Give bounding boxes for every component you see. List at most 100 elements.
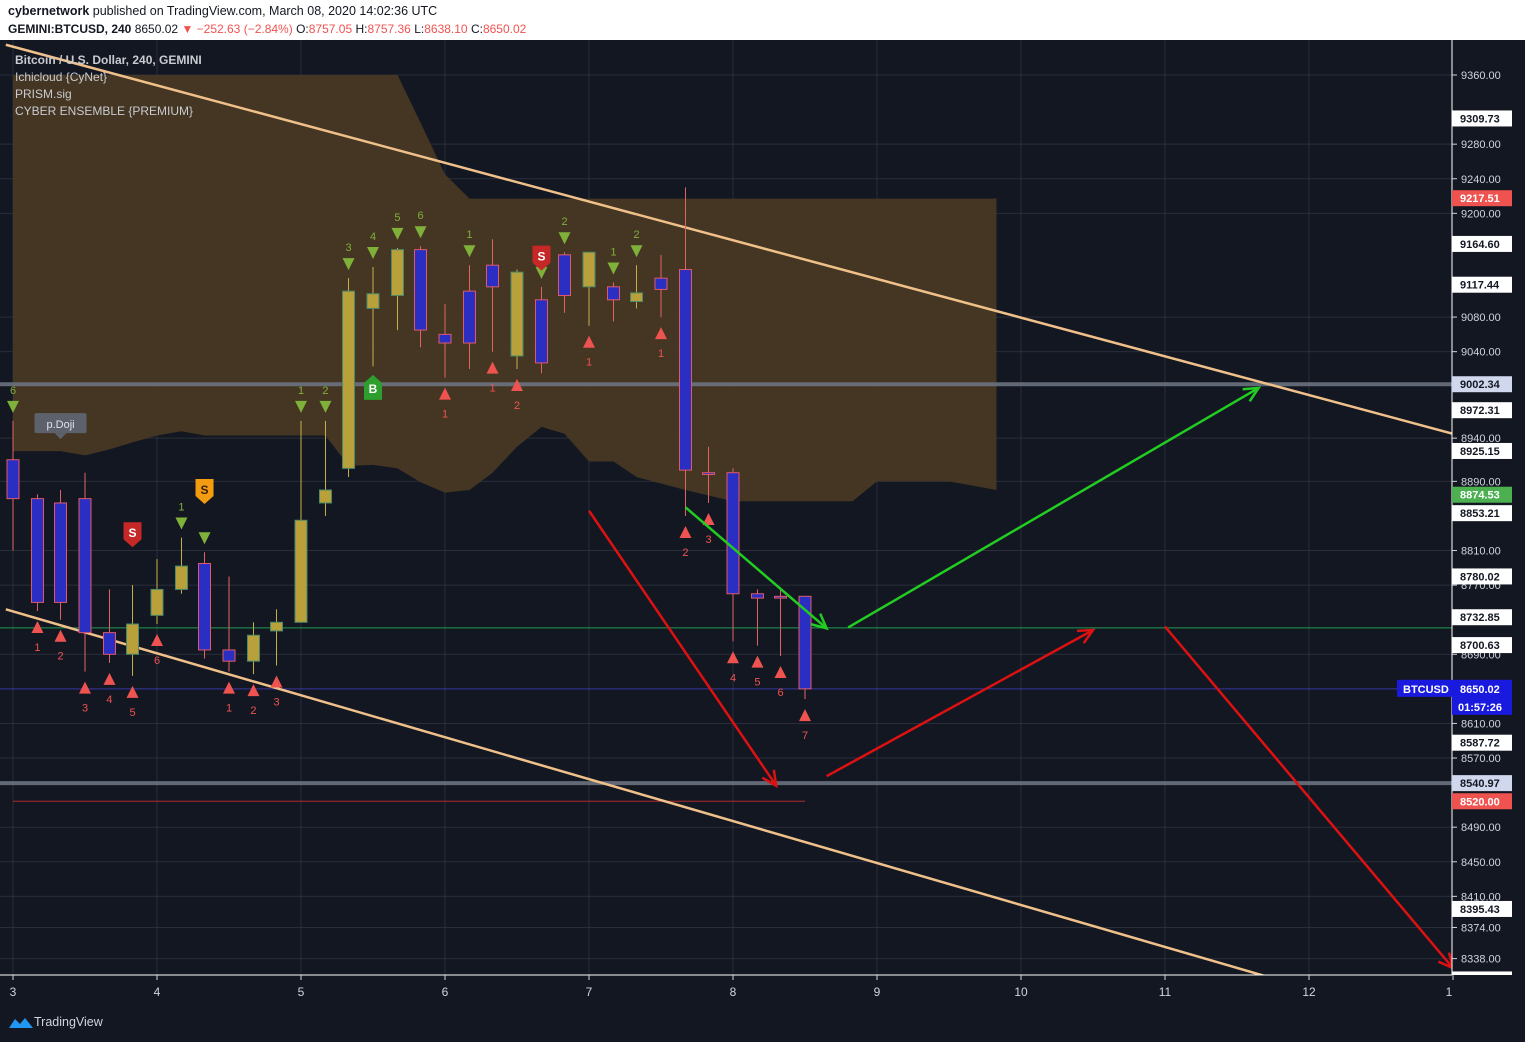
signal-badge[interactable]: B [364, 374, 382, 400]
projection-arrow[interactable] [587, 510, 778, 789]
candle[interactable] [606, 282, 620, 322]
candle[interactable] [342, 278, 356, 478]
sell-setup-triangle[interactable] [247, 684, 260, 697]
candle[interactable] [582, 251, 596, 326]
sell-setup-triangle[interactable] [223, 681, 235, 694]
tradingview-brand[interactable]: TradingView [34, 1015, 103, 1029]
buy-setup-triangle[interactable] [367, 246, 379, 259]
sell-setup-triangle[interactable] [439, 387, 451, 400]
candle[interactable] [702, 446, 716, 503]
legend-indicator[interactable]: Ichicloud {CyNet} [15, 70, 108, 84]
legend-indicator[interactable]: PRISM.sig [15, 87, 72, 101]
candle[interactable] [366, 266, 380, 367]
candle[interactable] [294, 420, 308, 623]
sell-setup-triangle[interactable] [126, 685, 139, 698]
candle[interactable] [150, 559, 164, 625]
sell-setup-triangle[interactable] [583, 335, 595, 348]
sell-setup-triangle[interactable] [31, 621, 44, 634]
price-label[interactable]: 8780.02 [1452, 568, 1512, 585]
candle[interactable] [102, 589, 116, 663]
price-label[interactable]: 8874.53 [1452, 486, 1512, 503]
price-label[interactable]: 8520.00 [1452, 793, 1512, 810]
candle[interactable] [654, 254, 668, 318]
buy-setup-triangle[interactable] [7, 400, 19, 413]
price-label[interactable]: 9002.34 [1452, 376, 1512, 393]
candle[interactable] [414, 246, 428, 348]
legend-indicator[interactable]: CYBER ENSEMBLE {PREMIUM} [15, 104, 194, 118]
buy-setup-triangle[interactable] [463, 245, 476, 258]
buy-setup-triangle[interactable] [175, 517, 188, 530]
candle[interactable] [126, 585, 140, 676]
pattern-label[interactable]: p.Doji [34, 413, 87, 440]
candle[interactable] [678, 187, 692, 516]
candle[interactable] [390, 247, 404, 331]
candle[interactable] [486, 239, 500, 352]
candle[interactable] [462, 265, 476, 369]
projection-arrow[interactable] [825, 628, 1096, 778]
plot-area[interactable]: 6 1 2 3 4 5 6 1 1 2 3 1 2 3 4 5 6 1 1 1 2 2 1 1 2 1 2 3 4 5 6 7 S S B Sp.Do… [0, 40, 1453, 989]
buy-setup-triangle[interactable] [607, 262, 620, 275]
buy-setup-triangle[interactable] [558, 232, 571, 245]
price-label[interactable]: 8853.21 [1452, 505, 1512, 522]
candle[interactable] [510, 269, 524, 369]
candle[interactable] [558, 252, 572, 313]
candle[interactable] [6, 420, 20, 551]
candle[interactable] [726, 468, 740, 642]
price-axis[interactable]: 9360.00 9280.00 9240.00 9200.00 9080.00 9040.… [1397, 40, 1525, 1002]
price-label[interactable]: 8540.97 [1452, 775, 1512, 792]
price-label[interactable]: 9164.60 [1452, 235, 1512, 252]
buy-setup-triangle[interactable] [198, 532, 211, 545]
buy-setup-triangle[interactable] [630, 245, 643, 258]
trend-line[interactable] [5, 43, 1453, 435]
price-label[interactable]: 8972.31 [1452, 402, 1512, 419]
candle[interactable] [774, 589, 788, 656]
sell-setup-triangle[interactable] [727, 651, 739, 664]
sell-setup-triangle[interactable] [151, 634, 163, 647]
candle[interactable] [78, 472, 92, 672]
sell-setup-triangle[interactable] [270, 675, 283, 688]
candle[interactable] [222, 576, 236, 672]
candle[interactable] [246, 622, 260, 675]
last-price-tag[interactable]: BTCUSD 8650.02 01:57:26 [1397, 679, 1512, 715]
sell-setup-triangle[interactable] [79, 681, 91, 694]
sell-setup-triangle[interactable] [486, 361, 499, 374]
candle[interactable] [630, 265, 644, 309]
candle[interactable] [174, 537, 188, 594]
price-label[interactable]: 8395.43 [1452, 900, 1512, 917]
price-label[interactable]: 8587.72 [1452, 734, 1512, 751]
buy-setup-triangle[interactable] [319, 400, 332, 413]
author-name[interactable]: cybernetwork [8, 4, 90, 18]
buy-setup-triangle[interactable] [414, 226, 427, 239]
price-label[interactable]: 9217.51 [1452, 190, 1512, 207]
candle[interactable] [30, 494, 44, 612]
projection-arrow[interactable] [847, 386, 1262, 629]
buy-setup-triangle[interactable] [295, 400, 307, 413]
candle[interactable] [534, 286, 548, 374]
sell-setup-triangle[interactable] [54, 629, 67, 642]
signal-badge[interactable]: S [532, 245, 551, 271]
signal-badge[interactable]: S [123, 522, 142, 548]
price-label[interactable]: 8700.63 [1452, 637, 1512, 654]
candle[interactable] [798, 595, 812, 700]
price-label[interactable]: 8925.15 [1452, 442, 1512, 459]
candle[interactable] [318, 420, 332, 516]
price-label[interactable]: 9117.44 [1452, 276, 1512, 293]
sell-setup-triangle[interactable] [774, 666, 787, 678]
price-label[interactable]: 9309.73 [1452, 110, 1512, 127]
candle[interactable] [750, 589, 764, 646]
signal-badge[interactable]: S [195, 479, 214, 504]
tradingview-logo-icon[interactable] [8, 1015, 34, 1029]
buy-setup-triangle[interactable] [535, 266, 548, 279]
candle[interactable] [198, 552, 212, 659]
candle[interactable] [54, 490, 68, 620]
sell-setup-triangle[interactable] [751, 655, 764, 668]
projection-arrow[interactable] [684, 506, 829, 631]
sell-setup-triangle[interactable] [799, 709, 811, 722]
sell-setup-triangle[interactable] [655, 327, 667, 340]
candle[interactable] [438, 304, 452, 378]
time-axis[interactable]: 3 4 5 6 7 8 9 10 11 12 1 [0, 974, 1525, 1002]
sell-setup-triangle[interactable] [511, 378, 523, 391]
buy-setup-triangle[interactable] [342, 258, 355, 271]
